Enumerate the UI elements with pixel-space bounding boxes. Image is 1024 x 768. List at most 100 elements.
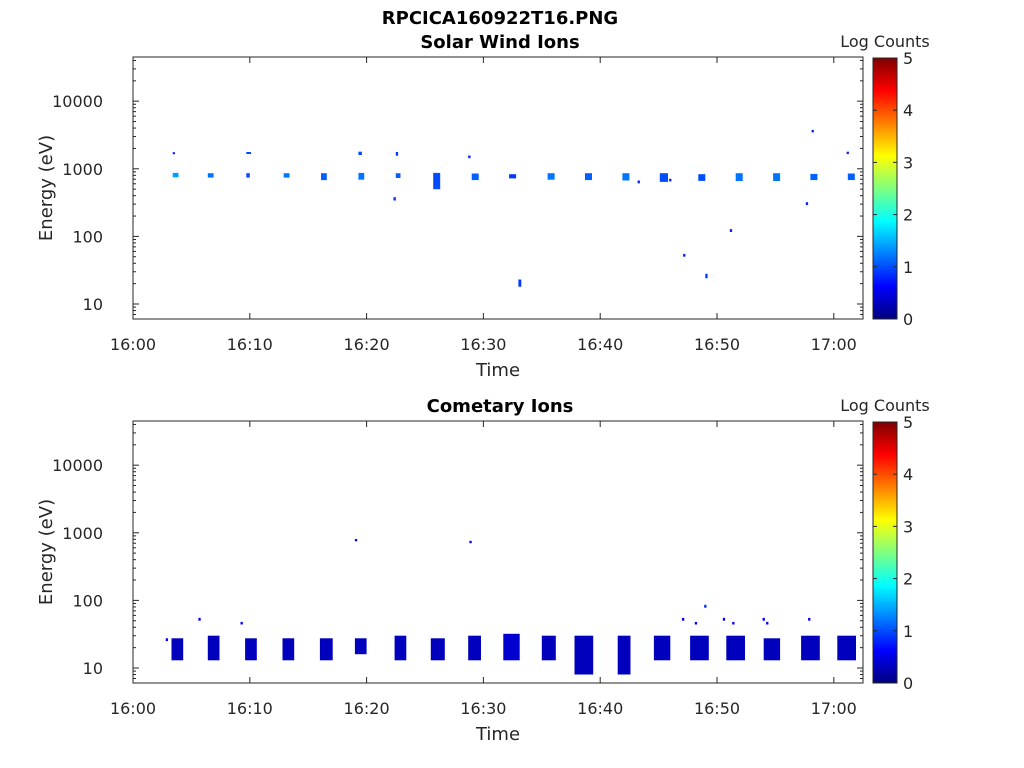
- x-axis: 16:00 16:10 16:20 16:30 16:40 16:50 17:00: [110, 421, 857, 718]
- y-tick-label: 10000: [52, 456, 103, 475]
- heatmap-cell: [763, 638, 781, 661]
- heatmap-cell: [732, 621, 735, 625]
- heatmap-cell: [509, 174, 517, 179]
- heatmap-cell: [547, 173, 555, 180]
- heatmap-cell: [585, 173, 592, 181]
- heatmap-cell: [395, 173, 401, 178]
- heatmap-cell: [773, 173, 781, 181]
- y-tick-label: 10000: [52, 92, 103, 111]
- heatmap-cell: [682, 617, 685, 621]
- heatmap-cells: [165, 539, 856, 675]
- heatmap-cell: [354, 638, 367, 655]
- heatmap-cell: [433, 172, 441, 190]
- y-axis: 10 100 1000 10000: [52, 423, 863, 684]
- colorbar-tick-label: 1: [903, 258, 913, 277]
- x-axis-label: Time: [475, 724, 520, 745]
- solar-wind-panel: Solar Wind Ions 16:00 16:10 16:20 16:30 16:4…: [36, 32, 930, 381]
- colorbar-label: Log Counts: [840, 396, 930, 415]
- heatmap-cell: [622, 173, 630, 181]
- x-tick-label: 16:30: [460, 335, 506, 354]
- heatmap-cell: [319, 638, 333, 661]
- heatmap-cell: [704, 604, 707, 608]
- colorbar-ticks: 0 1 2 3 4 5: [873, 413, 913, 693]
- heatmap-cell: [246, 173, 250, 178]
- heatmap-cell: [541, 635, 556, 661]
- heatmap-cell: [690, 635, 709, 661]
- panel-title: Solar Wind Ions: [420, 32, 579, 53]
- heatmap-cell: [801, 635, 820, 661]
- colorbar: Log Counts 0 1 2 3 4 5: [840, 396, 930, 693]
- plot-frame: [132, 420, 864, 684]
- colorbar-tick-label: 0: [903, 310, 913, 329]
- heatmap-cell: [468, 155, 471, 159]
- figure-title: RPCICA160922T16.PNG: [382, 8, 618, 29]
- heatmap-cell: [729, 229, 733, 232]
- panel-title: Cometary Ions: [427, 396, 574, 417]
- y-tick-label: 100: [72, 591, 103, 610]
- heatmap-cell: [762, 617, 765, 621]
- colorbar-tick-label: 4: [903, 465, 913, 484]
- heatmap-cell: [669, 178, 672, 182]
- heatmap-cell: [574, 635, 594, 675]
- colorbar-tick-label: 5: [903, 413, 913, 432]
- heatmap-cell: [246, 152, 251, 154]
- colorbar-tick-label: 3: [903, 517, 913, 536]
- heatmap-cell: [240, 621, 243, 625]
- heatmap-cell: [172, 152, 175, 155]
- colorbar-label: Log Counts: [840, 32, 930, 51]
- heatmap-cell: [617, 635, 631, 675]
- heatmap-cell: [518, 279, 522, 287]
- heatmap-cell: [705, 273, 708, 279]
- heatmap-cell: [847, 173, 855, 181]
- colorbar-gradient: [872, 57, 898, 320]
- colorbar-gradient: [872, 421, 898, 684]
- colorbar-tick-label: 5: [903, 49, 913, 68]
- heatmap-cell: [395, 152, 399, 156]
- x-tick-label: 16:30: [460, 699, 506, 718]
- y-axis-label: Energy (eV): [36, 135, 57, 241]
- heatmap-cell: [430, 638, 445, 661]
- heatmap-cell: [468, 635, 481, 661]
- heatmap-cell: [172, 172, 179, 178]
- x-tick-label: 16:10: [227, 699, 273, 718]
- y-tick-label: 100: [72, 227, 103, 246]
- heatmap-cell: [165, 638, 168, 642]
- x-tick-label: 16:40: [577, 335, 623, 354]
- heatmap-cell: [171, 638, 184, 661]
- heatmap-cell: [810, 173, 818, 181]
- x-axis: 16:00 16:10 16:20 16:30 16:40 16:50 17:00: [110, 57, 857, 354]
- y-axis-label: Energy (eV): [36, 499, 57, 605]
- heatmap-cell: [394, 635, 407, 661]
- y-axis: 10 100 1000 10000: [52, 59, 863, 320]
- heatmap-cell: [659, 173, 668, 182]
- plot-frame: [132, 56, 864, 320]
- heatmap-cell: [683, 253, 686, 257]
- y-tick-label: 1000: [62, 160, 103, 179]
- heatmap-cell: [698, 174, 706, 181]
- colorbar-tick-label: 1: [903, 622, 913, 641]
- heatmap-cell: [837, 635, 856, 661]
- heatmap-cell: [469, 540, 472, 544]
- x-tick-label: 16:20: [344, 699, 390, 718]
- y-tick-label: 10: [83, 659, 103, 678]
- cometary-panel: Cometary Ions 16:00 16:10 16:20 16:30 16:40 1…: [36, 396, 930, 745]
- heatmap-cell: [245, 638, 257, 661]
- x-tick-label: 16:00: [110, 335, 156, 354]
- heatmap-cell: [846, 151, 849, 155]
- heatmap-cell: [653, 635, 671, 661]
- x-tick-label: 16:40: [577, 699, 623, 718]
- colorbar-ticks: 0 1 2 3 4 5: [873, 49, 913, 329]
- y-tick-label: 10: [83, 295, 103, 314]
- heatmap-cell: [354, 539, 358, 542]
- heatmap-cell: [207, 635, 220, 661]
- x-axis-label: Time: [475, 360, 520, 381]
- heatmap-cell: [805, 202, 809, 206]
- x-tick-label: 16:10: [227, 335, 273, 354]
- colorbar-tick-label: 2: [903, 206, 913, 225]
- heatmap-cells: [172, 129, 855, 287]
- colorbar-tick-label: 0: [903, 674, 913, 693]
- heatmap-cell: [207, 173, 214, 178]
- heatmap-cell: [735, 173, 743, 181]
- heatmap-cell: [471, 173, 479, 181]
